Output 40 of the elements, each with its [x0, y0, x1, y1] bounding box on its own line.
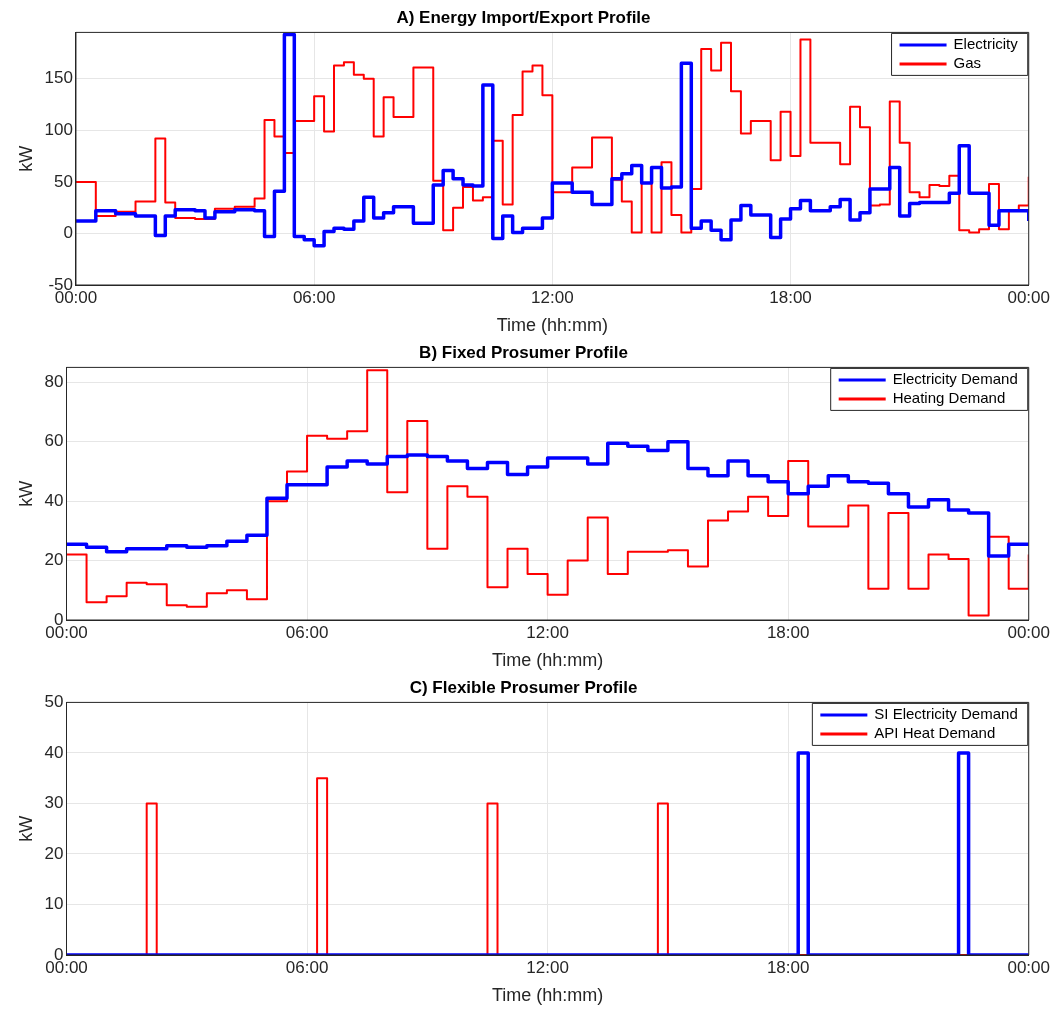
y-tick-label: 100 [44, 120, 73, 140]
legend-label: Electricity Demand [892, 370, 1018, 388]
x-axis-title: Time (hh:mm) [491, 985, 604, 1006]
y-tick-label: 60 [44, 431, 64, 451]
x-tick-label: 12:00 [526, 957, 569, 977]
x-tick-label: 00:00 [1007, 287, 1050, 307]
y-tick-label: 10 [44, 894, 64, 914]
x-tick-label: 12:00 [531, 287, 574, 307]
x-tick-label: 06:00 [285, 622, 329, 642]
chart-title: A) Energy Import/Export Profile [396, 7, 651, 27]
y-tick-label: 150 [44, 68, 73, 88]
y-axis-title: kW [15, 145, 36, 172]
x-tick-label: 18:00 [766, 622, 810, 642]
x-tick-label: 12:00 [526, 622, 569, 642]
y-tick-label: 20 [44, 550, 64, 570]
x-axis-title: Time (hh:mm) [491, 650, 604, 671]
y-axis-title: kW [15, 815, 36, 842]
y-tick-label: 80 [44, 371, 64, 391]
y-tick-label: 20 [44, 843, 64, 863]
x-tick-label: 18:00 [766, 957, 810, 977]
x-tick-label: 00:00 [1007, 622, 1050, 642]
legend-label: SI Electricity Demand [874, 705, 1018, 723]
legend-label: Gas [953, 54, 982, 72]
x-tick-label: 18:00 [769, 287, 812, 307]
x-tick-label: 06:00 [285, 957, 329, 977]
y-tick-label: 50 [54, 171, 73, 191]
y-axis-title: kW [15, 480, 36, 507]
x-tick-label: 06:00 [292, 287, 336, 307]
chart-title: C) Flexible Prosumer Profile [409, 677, 638, 697]
y-tick-label: 30 [44, 793, 64, 813]
x-tick-label: 00:00 [1007, 957, 1050, 977]
legend-label: Electricity [953, 35, 1019, 53]
y-tick-label: 40 [44, 742, 64, 762]
chart-title: B) Fixed Prosumer Profile [419, 342, 628, 362]
legend-label: Heating Demand [892, 389, 1006, 407]
legend-label: API Heat Demand [874, 724, 996, 742]
y-tick-label: 50 [44, 692, 64, 712]
x-axis-title: Time (hh:mm) [496, 315, 609, 336]
y-tick-label: 40 [44, 490, 64, 510]
y-tick-label: 0 [63, 223, 73, 243]
